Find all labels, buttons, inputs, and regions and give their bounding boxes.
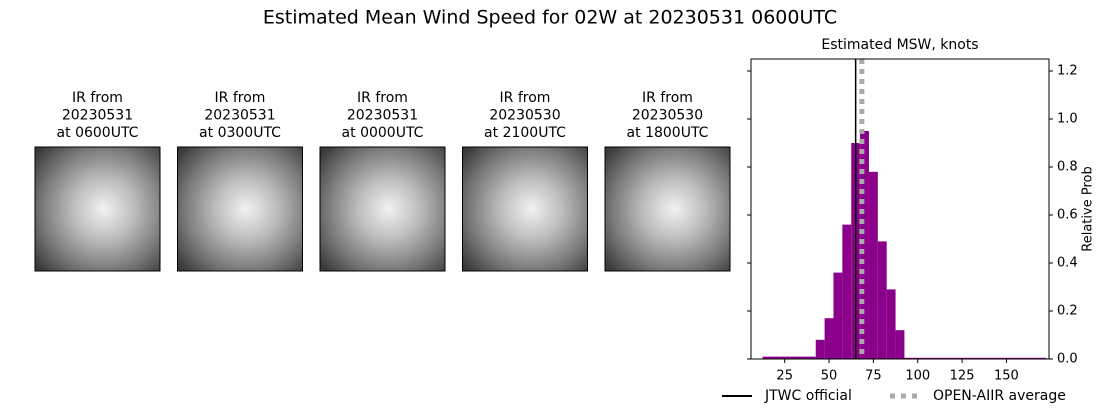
bar <box>806 356 816 359</box>
bar <box>931 357 940 359</box>
bar <box>948 357 958 359</box>
x-tick-label: 150 <box>994 369 1019 384</box>
panel-caption: 20230530 <box>489 108 560 124</box>
y-tick-label: 0.8 <box>1057 160 1078 175</box>
x-tick-label: 125 <box>950 369 975 384</box>
panel-caption: IR from <box>357 90 408 106</box>
panel-caption: at 0300UTC <box>199 125 281 141</box>
bar <box>1010 357 1020 359</box>
bar <box>922 357 932 359</box>
y-axis-label: Relative Prob <box>1081 166 1096 251</box>
bar <box>868 171 878 359</box>
y-tick-label: 1.2 <box>1057 64 1078 79</box>
ir-image <box>462 146 588 272</box>
panel-caption: at 1800UTC <box>627 125 709 141</box>
panel-caption: at 2100UTC <box>484 125 566 141</box>
panel-caption: IR from <box>215 90 266 106</box>
panel-caption: at 0000UTC <box>342 125 424 141</box>
bar <box>762 356 772 359</box>
panel-caption: IR from <box>72 90 123 106</box>
bar <box>824 318 834 359</box>
panel-caption: 20230531 <box>347 108 418 124</box>
panel-caption: 20230531 <box>204 108 275 124</box>
bar <box>1001 357 1011 359</box>
y-tick-label: 0.2 <box>1057 304 1078 319</box>
ir-image <box>604 146 731 272</box>
panel-caption: IR from <box>642 90 693 106</box>
bar <box>789 356 799 359</box>
histogram: Estimated MSW, knots 25 50 75 100 125 150 0.0 0.… <box>722 37 1096 404</box>
x-tick-label: 25 <box>776 369 793 384</box>
x-tick-label: 75 <box>865 369 882 384</box>
figure-title: Estimated Mean Wind Speed for 02W at 202… <box>263 7 837 29</box>
bar <box>904 357 914 359</box>
bar <box>1037 357 1047 359</box>
bar <box>798 356 807 359</box>
x-tick-label: 50 <box>821 369 838 384</box>
y-tick-label: 1.0 <box>1057 112 1078 127</box>
legend-label: OPEN-AIIR average <box>933 388 1066 404</box>
bar <box>993 357 1002 359</box>
bar <box>913 357 923 359</box>
panel-caption: at 0600UTC <box>57 125 139 141</box>
bar <box>975 357 985 359</box>
bar <box>877 241 887 359</box>
y-tick-label: 0.6 <box>1057 208 1078 223</box>
ir-image <box>34 146 161 272</box>
bar <box>984 357 994 359</box>
bar <box>886 289 896 359</box>
bar <box>771 356 781 359</box>
y-tick-label: 0.4 <box>1057 256 1078 271</box>
bar <box>895 330 905 359</box>
bar <box>833 272 843 359</box>
panel-caption: 20230530 <box>632 108 703 124</box>
bar <box>780 356 790 359</box>
panel-caption: IR from <box>500 90 551 106</box>
chart-title: Estimated MSW, knots <box>821 37 978 53</box>
ir-image <box>319 146 446 272</box>
ir-image <box>177 146 303 272</box>
bar <box>939 357 949 359</box>
panel-caption: 20230531 <box>62 108 133 124</box>
bar <box>966 357 976 359</box>
bar <box>815 339 825 359</box>
legend-label: JTWC official <box>764 388 852 404</box>
bar <box>842 224 852 359</box>
bar <box>957 357 967 359</box>
x-tick-label: 100 <box>905 369 930 384</box>
bar <box>860 131 869 359</box>
bar <box>1019 357 1029 359</box>
bar <box>1028 357 1038 359</box>
plot-frame <box>750 58 1050 360</box>
y-tick-label: 0.0 <box>1057 352 1078 367</box>
